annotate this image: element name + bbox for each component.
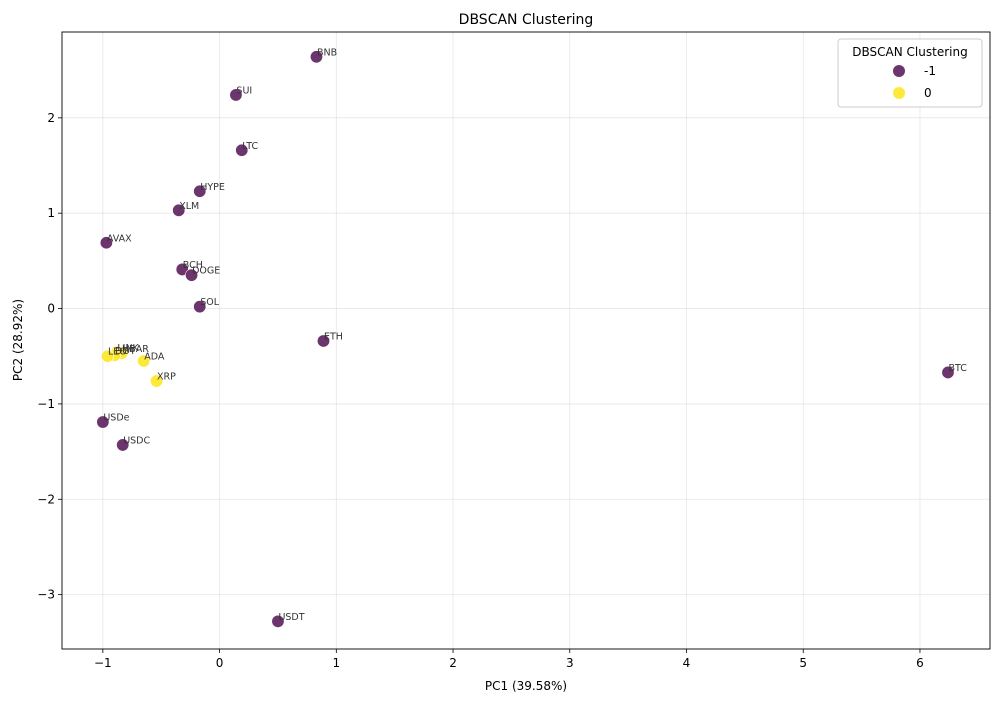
legend-marker-cluster-0: [893, 87, 905, 99]
y-tick-label: −2: [37, 492, 55, 506]
point-label-xlm: XLM: [179, 201, 199, 212]
point-label-usdt: USDT: [278, 612, 304, 623]
point-hype: [193, 184, 207, 198]
point-label-usde: USDe: [103, 413, 129, 424]
data-points: [96, 50, 955, 628]
x-tick-label: 4: [683, 656, 691, 670]
point-label-bch: BCH: [183, 260, 203, 271]
x-tick-label: 0: [216, 656, 224, 670]
x-tick-label: 3: [566, 656, 574, 670]
point-label-link: LINK: [117, 343, 139, 354]
x-tick-label: 6: [916, 656, 924, 670]
point-label-ada: ADA: [144, 352, 165, 363]
y-tick-label: −3: [37, 588, 55, 602]
x-tick-label: 5: [799, 656, 807, 670]
y-tick-label: 1: [47, 206, 55, 220]
axis-ticks: −1 0 1 2 3 4 5 6 −3 −2 −1 0 1 2: [37, 111, 923, 670]
y-axis-label: PC2 (28.92%): [11, 299, 25, 381]
y-tick-label: −1: [37, 397, 55, 411]
point-xlm: [172, 203, 186, 217]
point-usde: [96, 415, 110, 429]
legend-label-noise: -1: [924, 64, 936, 78]
x-tick-label: 1: [332, 656, 340, 670]
point-label-sol: SOL: [200, 297, 220, 308]
point-doge: [185, 268, 199, 282]
x-tick-label: 2: [449, 656, 457, 670]
legend-marker-noise: [893, 65, 905, 77]
point-label-btc: BTC: [948, 363, 967, 374]
point-label-sui: SUI: [236, 85, 252, 96]
point-label-ltc: LTC: [242, 141, 258, 152]
legend: DBSCAN Clustering -1 0: [837, 38, 983, 108]
point-ada: [137, 354, 151, 368]
point-avax: [99, 236, 113, 250]
point-label-bnb: BNB: [317, 47, 337, 58]
point-label-doge: DOGE: [192, 266, 220, 277]
point-label-dot: DOT: [115, 346, 136, 357]
point-label-leo: LEO: [108, 347, 127, 358]
point-sol: [193, 300, 207, 314]
legend-box: [837, 38, 983, 108]
point-usdc: [116, 438, 130, 452]
x-axis-label: PC1 (39.58%): [485, 679, 567, 693]
point-label-hype: HYPE: [200, 182, 225, 193]
chart-title: DBSCAN Clustering: [459, 12, 594, 28]
point-label-avax: AVAX: [107, 233, 132, 244]
y-tick-label: 2: [47, 111, 55, 125]
point-xrp: [150, 374, 164, 388]
legend-title: DBSCAN Clustering: [852, 45, 967, 59]
plot-area-frame: [61, 31, 991, 650]
point-label-usdc: USDC: [123, 435, 150, 446]
point-ltc: [235, 143, 249, 157]
point-bnb: [309, 50, 323, 64]
point-label-xrp: XRP: [157, 372, 176, 383]
point-bch: [175, 262, 189, 276]
legend-label-cluster-0: 0: [924, 86, 932, 100]
point-usdt: [271, 614, 285, 628]
point-label-eth: ETH: [324, 331, 343, 342]
point-eth: [316, 334, 330, 348]
point-btc: [941, 365, 955, 379]
point-sui: [229, 88, 243, 102]
grid: [62, 32, 990, 649]
point-label-hbar: HBAR: [122, 344, 149, 355]
point-leo: [101, 349, 115, 363]
x-tick-label: −1: [94, 656, 112, 670]
y-tick-label: 0: [47, 302, 55, 316]
